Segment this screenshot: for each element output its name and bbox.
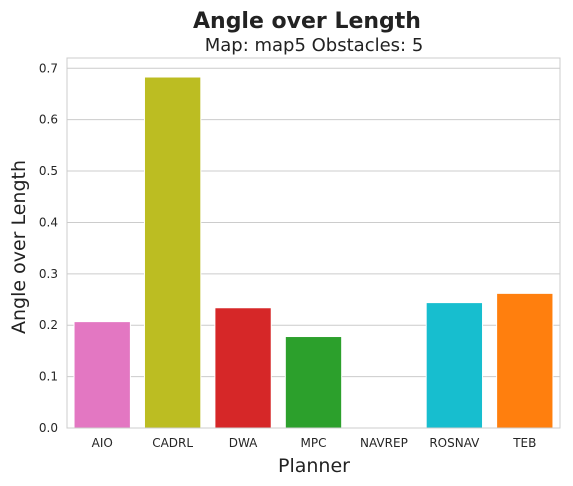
bar-dwa — [214, 307, 272, 429]
x-tick-labels: AIO CADRL DWA MPC NAVREP ROSNAV TEB — [92, 436, 537, 450]
x-tick-label: MPC — [301, 436, 327, 450]
bar-rosnav — [425, 302, 484, 429]
bar-cadrl — [143, 76, 202, 429]
y-axis-label: Angle over Length — [8, 160, 30, 334]
x-tick-label: TEB — [512, 436, 536, 450]
y-tick-label: 0.4 — [39, 215, 58, 229]
bar-teb — [496, 292, 554, 429]
x-tick-label: AIO — [92, 436, 113, 450]
y-tick-label: 0.6 — [39, 113, 58, 127]
bar-aio — [73, 321, 131, 429]
x-tick-label: CADRL — [152, 436, 193, 450]
x-tick-label: ROSNAV — [429, 436, 480, 450]
y-tick-label: 0.7 — [39, 61, 58, 75]
x-axis-label: Planner — [278, 455, 350, 477]
x-tick-label: NAVREP — [360, 436, 408, 450]
y-tick-label: 0.0 — [39, 421, 58, 435]
y-tick-label: 0.2 — [39, 318, 58, 332]
y-tick-label: 0.5 — [39, 164, 58, 178]
x-tick-label: DWA — [229, 436, 258, 450]
plot-area-frame — [66, 57, 561, 429]
chart-suptitle: Angle over Length — [193, 9, 421, 34]
chart-title: Map: map5 Obstacles: 5 — [205, 35, 424, 56]
y-tick-labels: 0.0 0.1 0.2 0.3 0.4 0.5 0.6 0.7 — [39, 61, 58, 435]
bars — [73, 76, 554, 429]
y-tick-label: 0.1 — [39, 370, 58, 384]
y-tick-label: 0.3 — [39, 267, 58, 281]
bar-mpc — [284, 336, 343, 429]
